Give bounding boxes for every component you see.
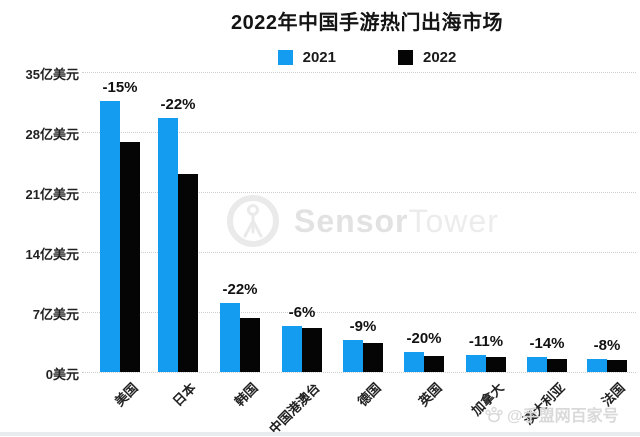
y-tick-label: 0美元 — [45, 367, 79, 382]
bar-2021 — [466, 354, 486, 372]
bar-2021 — [404, 352, 424, 372]
x-tick-label: 英国 — [415, 380, 445, 410]
pct-change-label: -6% — [288, 303, 316, 321]
h-gridline — [82, 252, 636, 253]
bar-2021 — [587, 359, 607, 372]
bar-2021 — [158, 118, 178, 372]
x-tick-label: 美国 — [111, 380, 141, 410]
bar-2022 — [120, 142, 140, 372]
chart-title: 2022年中国手游热门出海市场 — [231, 12, 503, 34]
pct-change-label: -9% — [349, 318, 377, 336]
pct-change-label: -8% — [593, 337, 621, 355]
legend-label-2022: 2022 — [423, 49, 457, 66]
bar-2021 — [527, 357, 547, 372]
bar-2022 — [547, 359, 567, 372]
bottom-edge-strip — [0, 432, 640, 436]
h-gridline — [82, 132, 636, 133]
h-gridline — [82, 372, 636, 373]
pct-change-label: -22% — [222, 280, 258, 298]
sensortower-logo-icon — [227, 195, 279, 247]
bar-2022 — [486, 356, 506, 372]
bar-2022 — [363, 342, 383, 372]
bar-2022 — [607, 360, 627, 372]
legend: 2021 2022 — [96, 49, 638, 66]
x-tick-label: 韩国 — [231, 380, 261, 410]
x-tick-label: 澳大利亚 — [520, 380, 568, 428]
pct-change-label: -22% — [160, 96, 196, 114]
bar-2022 — [302, 328, 322, 372]
h-gridline — [82, 312, 636, 313]
legend-swatch-2022-icon — [398, 50, 413, 65]
bar-2022 — [178, 174, 198, 372]
pct-change-label: -14% — [529, 335, 565, 352]
legend-item-2021: 2021 — [277, 49, 336, 66]
x-tick-label: 加拿大 — [468, 380, 507, 419]
bar-2021 — [100, 101, 120, 372]
bar-2021 — [282, 325, 302, 372]
x-tick-label: 日本 — [169, 380, 199, 410]
bar-2022 — [240, 318, 260, 372]
h-gridline — [82, 72, 636, 73]
pct-change-label: -20% — [406, 330, 442, 348]
legend-label-2021: 2021 — [302, 49, 336, 66]
x-tick-label: 法国 — [598, 380, 628, 410]
legend-swatch-2021-icon — [277, 50, 293, 65]
sensortower-wordmark: SensorTower — [294, 203, 499, 239]
y-tick-label: 14亿美元 — [25, 247, 79, 262]
pct-change-label: -11% — [468, 332, 504, 350]
chart-header: 2022年中国手游热门出海市场 — [96, 6, 638, 35]
y-tick-label: 7亿美元 — [32, 307, 79, 322]
legend-item-2022: 2022 — [398, 49, 456, 66]
bar-2021 — [220, 302, 240, 372]
pct-change-label: -15% — [102, 79, 138, 97]
y-tick-label: 21亿美元 — [25, 187, 79, 202]
h-gridline — [82, 192, 636, 193]
y-tick-label: 28亿美元 — [25, 127, 79, 142]
sensortower-watermark: SensorTower — [226, 194, 499, 248]
y-tick-label: 35亿美元 — [25, 67, 79, 82]
x-tick-label: 中国港澳台 — [266, 380, 323, 437]
x-tick-label: 德国 — [354, 380, 384, 410]
bar-2021 — [343, 340, 363, 372]
bar-2022 — [424, 356, 444, 372]
